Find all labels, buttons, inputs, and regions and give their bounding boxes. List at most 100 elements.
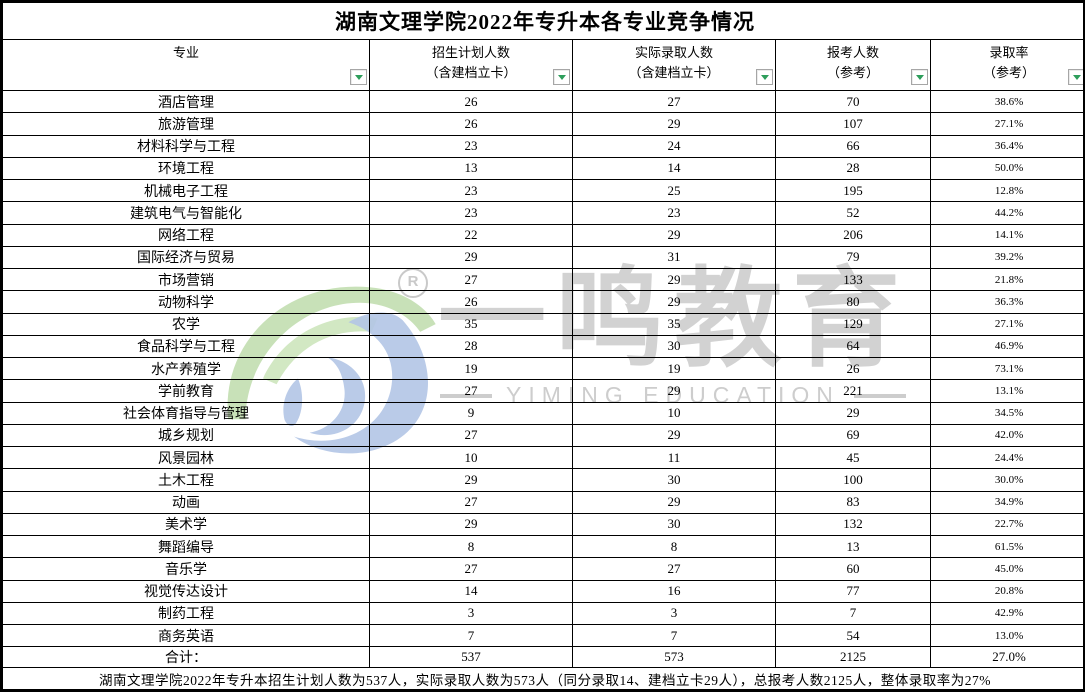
cell-admitted: 30 xyxy=(572,468,776,492)
cell-rate: 44.2% xyxy=(929,201,1083,225)
cell-admitted: 27 xyxy=(572,89,776,114)
cell-plan: 23 xyxy=(369,201,573,225)
cell-plan: 8 xyxy=(369,534,573,559)
cell-applicants: 133 xyxy=(775,267,931,292)
cell-admitted: 29 xyxy=(572,423,776,448)
header-row: 专业 招生计划人数 （含建档立卡） 实际录取人数 （含建档立卡） 报考人数 （参… xyxy=(2,39,1083,91)
cell-plan: 29 xyxy=(369,468,573,492)
cell-applicants: 79 xyxy=(775,245,931,270)
column-header-applicants: 报考人数 （参考） xyxy=(775,39,931,91)
cell-major: 舞蹈编导 xyxy=(2,534,370,559)
cell-rate: 13.1% xyxy=(929,379,1083,403)
cell-rate: 34.5% xyxy=(929,401,1083,425)
filter-arrow-icon xyxy=(354,75,363,84)
cell-major: 土木工程 xyxy=(2,468,370,492)
cell-applicants: 13 xyxy=(775,534,931,559)
cell-admitted: 29 xyxy=(572,290,776,314)
cell-applicants: 83 xyxy=(775,490,931,514)
cell-rate: 27.1% xyxy=(929,112,1083,136)
filter-arrow-icon xyxy=(1072,75,1081,84)
cell-admitted: 11 xyxy=(572,445,776,470)
cell-admitted: 24 xyxy=(572,134,776,158)
cell-rate: 20.8% xyxy=(929,579,1083,603)
cell-admitted: 16 xyxy=(572,579,776,603)
cell-major: 视觉传达设计 xyxy=(2,579,370,603)
cell-plan: 3 xyxy=(369,601,573,626)
cell-applicants: 7 xyxy=(775,601,931,626)
cell-major: 商务英语 xyxy=(2,623,370,648)
cell-admitted: 30 xyxy=(572,334,776,359)
cell-plan: 13 xyxy=(369,156,573,181)
cell-admitted: 30 xyxy=(572,512,776,537)
cell-applicants: 28 xyxy=(775,156,931,181)
table-row: 商务英语 7 7 54 13.0% xyxy=(2,623,1083,648)
cell-admitted: 23 xyxy=(572,201,776,225)
column-header-label: 录取率 xyxy=(989,45,1029,61)
cell-applicants: 206 xyxy=(775,223,931,247)
table-row: 国际经济与贸易 29 31 79 39.2% xyxy=(2,245,1083,270)
cell-applicants: 60 xyxy=(775,557,931,581)
cell-major: 市场营销 xyxy=(2,267,370,292)
cell-plan: 27 xyxy=(369,557,573,581)
table-row: 酒店管理 26 27 70 38.6% xyxy=(2,89,1083,114)
cell-plan: 9 xyxy=(369,401,573,425)
page-title: 湖南文理学院2022年专升本各专业竞争情况 xyxy=(2,2,1083,41)
cell-plan: 26 xyxy=(369,112,573,136)
cell-applicants: 132 xyxy=(775,512,931,537)
cell-major: 动画 xyxy=(2,490,370,514)
cell-plan: 23 xyxy=(369,134,573,158)
cell-applicants: 64 xyxy=(775,334,931,359)
cell-major: 网络工程 xyxy=(2,223,370,247)
table-row: 舞蹈编导 8 8 13 61.5% xyxy=(2,534,1083,559)
filter-dropdown-button[interactable] xyxy=(553,69,570,85)
cell-rate: 61.5% xyxy=(929,534,1083,559)
cell-major: 风景园林 xyxy=(2,445,370,470)
cell-rate: 30.0% xyxy=(929,468,1083,492)
filter-arrow-icon xyxy=(915,75,924,84)
table-row: 建筑电气与智能化 23 23 52 44.2% xyxy=(2,201,1083,225)
column-header-admitted: 实际录取人数 （含建档立卡） xyxy=(572,39,776,91)
cell-admitted: 3 xyxy=(572,601,776,626)
table-row: 土木工程 29 30 100 30.0% xyxy=(2,468,1083,492)
cell-applicants: 107 xyxy=(775,112,931,136)
cell-major: 建筑电气与智能化 xyxy=(2,201,370,225)
cell-rate: 38.6% xyxy=(929,89,1083,114)
cell-applicants: 195 xyxy=(775,178,931,203)
filter-arrow-icon xyxy=(557,75,566,84)
column-header-sublabel: （含建档立卡） xyxy=(425,65,517,81)
cell-admitted: 27 xyxy=(572,557,776,581)
cell-admitted: 29 xyxy=(572,267,776,292)
cell-major: 社会体育指导与管理 xyxy=(2,401,370,425)
cell-admitted: 19 xyxy=(572,356,776,381)
table-row: 市场营销 27 29 133 21.8% xyxy=(2,267,1083,292)
cell-rate: 45.0% xyxy=(929,557,1083,581)
cell-plan: 26 xyxy=(369,290,573,314)
filter-dropdown-button[interactable] xyxy=(350,69,367,85)
cell-applicants: 52 xyxy=(775,201,931,225)
table-row: 视觉传达设计 14 16 77 20.8% xyxy=(2,579,1083,603)
cell-admitted: 25 xyxy=(572,178,776,203)
cell-plan: 7 xyxy=(369,623,573,648)
cell-plan: 27 xyxy=(369,267,573,292)
cell-major: 酒店管理 xyxy=(2,89,370,114)
cell-applicants: 54 xyxy=(775,623,931,648)
table-row: 水产养殖学 19 19 26 73.1% xyxy=(2,356,1083,381)
cell-applicants: 221 xyxy=(775,379,931,403)
cell-admitted: 31 xyxy=(572,245,776,270)
cell-admitted: 29 xyxy=(572,112,776,136)
cell-applicants: 77 xyxy=(775,579,931,603)
column-header-label: 专业 xyxy=(172,45,199,61)
cell-rate: 24.4% xyxy=(929,445,1083,470)
filter-dropdown-button[interactable] xyxy=(911,69,928,85)
cell-plan: 22 xyxy=(369,223,573,247)
cell-admitted: 29 xyxy=(572,490,776,514)
filter-dropdown-button[interactable] xyxy=(756,69,773,85)
filter-dropdown-button[interactable] xyxy=(1068,69,1083,85)
cell-admitted: 7 xyxy=(572,623,776,648)
table-row: 旅游管理 26 29 107 27.1% xyxy=(2,112,1083,136)
cell-rate: 21.8% xyxy=(929,267,1083,292)
cell-applicants: 129 xyxy=(775,312,931,336)
cell-major: 制药工程 xyxy=(2,601,370,626)
